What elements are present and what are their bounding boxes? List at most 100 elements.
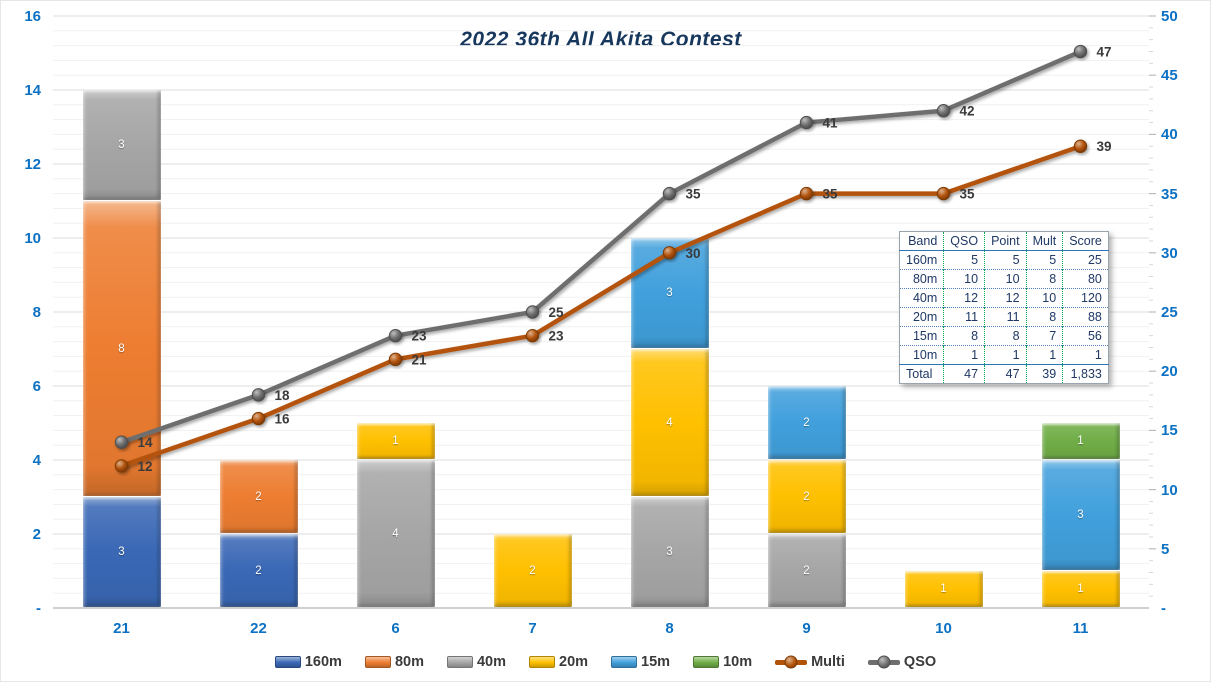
score-table-cell: 8 bbox=[943, 326, 985, 346]
legend-color-chip-icon bbox=[364, 656, 391, 668]
score-table-cell: 160m bbox=[906, 252, 938, 267]
score-table-cell: 7 bbox=[1025, 326, 1063, 346]
legend-item-15m: 15m bbox=[611, 654, 670, 670]
score-table-header-cell: Mult bbox=[1025, 231, 1063, 251]
legend-color-chip-icon bbox=[446, 656, 473, 668]
score-table-header-cell: QSO bbox=[943, 231, 985, 251]
score-table-cell: 1 bbox=[984, 345, 1027, 365]
multi-value-label: 23 bbox=[549, 329, 565, 344]
left-axis-tick-label: 4 bbox=[32, 452, 41, 469]
bar-segment-40m: 3 bbox=[630, 497, 709, 607]
bar-segment-20m: 2 bbox=[767, 460, 846, 533]
bar-segment-15m: 3 bbox=[1041, 460, 1120, 570]
qso-marker bbox=[525, 305, 540, 319]
multi-marker bbox=[799, 186, 814, 201]
score-table-cell: 11 bbox=[943, 307, 985, 327]
bar-segment-160m: 3 bbox=[82, 497, 161, 607]
score-table-total-cell: Total bbox=[899, 364, 944, 384]
multi-marker bbox=[525, 328, 540, 343]
score-table-cell: 11 bbox=[984, 307, 1027, 327]
right-axis-tick-label: 50 bbox=[1161, 8, 1178, 25]
chart-legend: 160m 80m 40m 20m 15m 10m Multi QSO bbox=[1, 647, 1210, 677]
bar-segment-20m: 2 bbox=[493, 534, 572, 607]
legend-marker-icon bbox=[784, 655, 798, 669]
bar-value-label: 3 bbox=[118, 545, 125, 558]
score-table-header-cell: Band bbox=[899, 231, 944, 251]
multi-value-label: 30 bbox=[686, 246, 701, 261]
score-table-cell: 1 bbox=[1025, 345, 1063, 365]
score-table-row: 80m 10 10 8 80 bbox=[899, 269, 1109, 289]
bar-value-label: 3 bbox=[1077, 508, 1084, 521]
score-table-header-cell: Score bbox=[1062, 231, 1109, 251]
multi-marker bbox=[114, 459, 129, 473]
bar-value-label: 2 bbox=[803, 416, 810, 429]
qso-value-label: 47 bbox=[1097, 45, 1112, 60]
right-axis-tick-label: 20 bbox=[1161, 363, 1178, 381]
score-table-cell: 5 bbox=[984, 250, 1027, 270]
left-axis-tick-label: 14 bbox=[24, 82, 41, 99]
score-table-total-row: Total 47 47 39 1,833 bbox=[899, 364, 1109, 384]
score-table-cell: 10 bbox=[943, 269, 985, 289]
bar-value-label: 4 bbox=[392, 527, 399, 540]
bar-segment-80m: 2 bbox=[219, 460, 298, 533]
legend-label: 10m bbox=[723, 654, 753, 670]
qso-marker bbox=[936, 104, 951, 118]
score-table-cell: 5 bbox=[1025, 250, 1063, 270]
bar-value-label: 1 bbox=[392, 434, 399, 447]
legend-line-sample-icon bbox=[775, 655, 808, 669]
bar-value-label: 2 bbox=[255, 490, 262, 503]
left-axis-tick-label: 12 bbox=[24, 156, 41, 173]
bar-value-label: 3 bbox=[666, 545, 673, 558]
x-axis-category-label: 11 bbox=[1072, 620, 1089, 637]
left-axis-tick-label: - bbox=[36, 600, 41, 617]
multi-marker bbox=[662, 246, 677, 260]
score-table-cell: 10m bbox=[899, 345, 944, 365]
legend-item-40m: 40m bbox=[446, 654, 506, 670]
multi-value-label: 35 bbox=[823, 187, 839, 202]
legend-label: 20m bbox=[559, 654, 589, 670]
right-axis-tick-label: 15 bbox=[1161, 422, 1178, 440]
score-table-total-cell: 39 bbox=[1025, 364, 1063, 384]
qso-marker bbox=[251, 388, 266, 402]
multi-value-label: 16 bbox=[275, 412, 291, 427]
right-axis-tick-label: 45 bbox=[1161, 67, 1178, 85]
legend-label: 80m bbox=[394, 654, 424, 670]
score-table-cell: 12 bbox=[943, 288, 985, 308]
legend-label: 160m bbox=[304, 654, 342, 670]
score-table-cell: 25 bbox=[1062, 250, 1109, 270]
x-axis-category-label: 21 bbox=[113, 620, 130, 637]
score-table-row: 160m 5 5 5 25 bbox=[900, 250, 1109, 270]
score-table-cell: 10 bbox=[1025, 288, 1063, 308]
qso-line bbox=[119, 49, 1083, 445]
legend-color-chip-icon bbox=[611, 656, 638, 668]
right-axis-tick-label: 5 bbox=[1161, 540, 1170, 558]
multi-value-label: 35 bbox=[960, 187, 976, 202]
bar-value-label: 2 bbox=[255, 564, 262, 577]
right-axis-tick-label: 30 bbox=[1161, 244, 1178, 262]
bar-value-label: 1 bbox=[1077, 434, 1084, 447]
bar-segment-20m: 1 bbox=[356, 423, 435, 459]
right-axis-tick-label: 40 bbox=[1161, 126, 1178, 144]
x-axis-category-label: 10 bbox=[935, 620, 952, 637]
right-axis-tick-label: - bbox=[1161, 600, 1166, 617]
score-table-header-cell: Point bbox=[984, 231, 1027, 251]
score-table-cell: 15m bbox=[899, 326, 944, 346]
multi-marker bbox=[388, 352, 403, 367]
qso-value-label: 35 bbox=[686, 187, 702, 202]
bar-value-label: 2 bbox=[803, 490, 810, 503]
score-table-cell: 8 bbox=[1025, 269, 1063, 289]
qso-marker bbox=[1073, 44, 1088, 59]
right-axis-tick-label: 10 bbox=[1161, 481, 1178, 499]
multi-value-label: 12 bbox=[138, 459, 153, 474]
score-table-cell: 120 bbox=[1062, 288, 1109, 308]
bar-segment-10m: 1 bbox=[1041, 423, 1120, 459]
score-table-cell: 80m bbox=[899, 269, 944, 289]
multi-marker bbox=[251, 411, 266, 426]
x-axis-category-label: 8 bbox=[665, 620, 674, 637]
bar-value-label: 1 bbox=[1077, 582, 1084, 595]
score-table-row: 20m 11 11 8 88 bbox=[899, 307, 1109, 327]
legend-item-10m: 10m bbox=[693, 654, 752, 670]
bar-segment-20m: 1 bbox=[1041, 571, 1120, 607]
bar-value-label: 8 bbox=[118, 342, 125, 355]
